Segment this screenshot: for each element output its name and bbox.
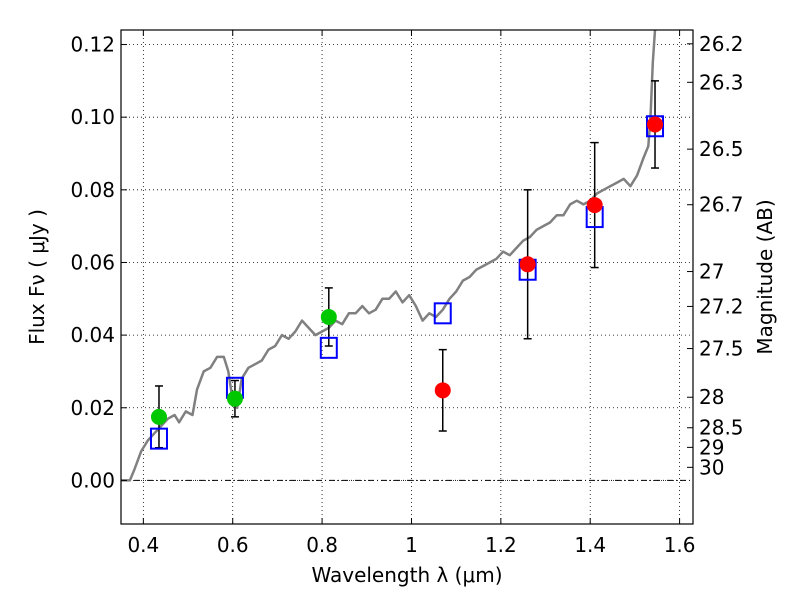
observed-flux-point (226, 390, 243, 407)
y-axis-ticks: 0.00 0.02 0.04 0.06 0.08 0.10 0.12 (70, 33, 127, 492)
right-axis-label: Magnitude (AB) (753, 199, 777, 354)
right-tick-label: 28.5 (699, 416, 744, 440)
right-tick-label: 27.5 (699, 337, 744, 361)
plot-area (121, 30, 657, 482)
right-tick-label: 27.2 (699, 294, 744, 318)
plot-frame (120, 29, 694, 525)
observed-flux-point (150, 408, 167, 425)
x-tick-label: 1.4 (574, 533, 606, 557)
y-tick-label: 0.06 (70, 250, 115, 274)
model-flux-square (149, 427, 168, 450)
right-tick-label: 26.5 (699, 137, 744, 161)
right-tick-label: 30 (699, 455, 724, 479)
x-tick-label: 1 (405, 533, 418, 557)
x-tick-label: 0.4 (127, 533, 159, 557)
right-tick-label: 28 (699, 385, 724, 409)
observed-flux-point (647, 116, 664, 133)
observed-flux-point (320, 308, 337, 325)
sed-model-line (121, 30, 657, 482)
x-tick-label: 1.6 (664, 533, 696, 557)
observed-flux-points (150, 116, 664, 425)
x-tick-label: 1.2 (485, 533, 517, 557)
right-tick-label: 26.3 (699, 70, 744, 94)
x-axis-ticks: 0.4 0.6 0.8 1 1.2 1.4 1.6 (127, 30, 696, 557)
x-tick-label: 0.6 (217, 533, 249, 557)
model-flux-square (319, 336, 338, 359)
y-tick-label: 0.10 (70, 105, 115, 129)
observed-flux-point (586, 197, 603, 214)
observed-flux-point (519, 256, 536, 273)
x-tick-label: 0.8 (306, 533, 338, 557)
y-tick-label: 0.12 (70, 33, 115, 57)
y-tick-label: 0.08 (70, 178, 115, 202)
grid (121, 30, 693, 524)
right-tick-label: 26.7 (699, 193, 744, 217)
y-tick-label: 0.00 (70, 468, 115, 492)
observed-flux-point (434, 382, 451, 399)
model-flux-square (433, 302, 452, 325)
right-tick-label: 27 (699, 260, 724, 284)
y-tick-label: 0.02 (70, 396, 115, 420)
right-tick-label: 29 (699, 435, 724, 459)
x-axis-label: Wavelength λ (μm) (311, 563, 502, 587)
y-axis-label: Flux Fν ( μJy ) (25, 209, 49, 345)
model-flux-square (646, 115, 665, 138)
y-tick-label: 0.04 (70, 323, 115, 347)
right-tick-label: 26.2 (699, 32, 744, 56)
